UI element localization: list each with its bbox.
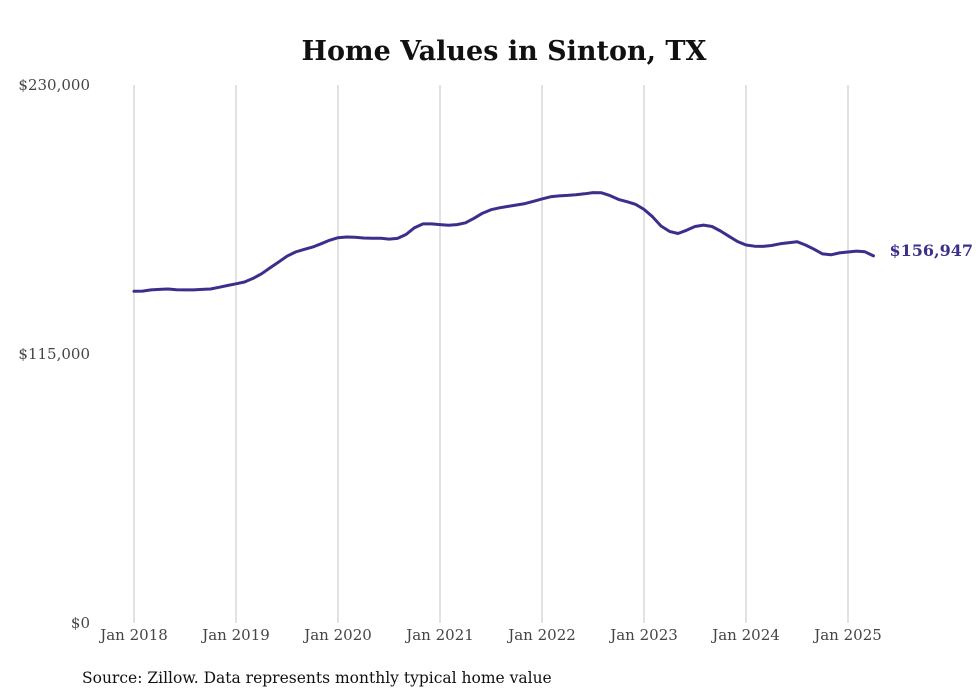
x-tick-label: Jan 2023 [608, 626, 678, 644]
y-tick-label: $115,000 [18, 345, 90, 363]
end-value-label: $156,947 [890, 241, 974, 260]
y-axis-tick-labels: $0 $115,000 $230,000 [18, 76, 90, 632]
x-axis-tick-labels: Jan 2018 Jan 2019 Jan 2020 Jan 2021 Jan 2022… [98, 626, 882, 644]
x-tick-label: Jan 2025 [812, 626, 882, 644]
x-tick-label: Jan 2018 [98, 626, 168, 644]
y-tick-label: $230,000 [18, 76, 90, 94]
source-note: Source: Zillow. Data represents monthly … [82, 669, 552, 687]
gridlines [133, 85, 849, 623]
x-tick-label: Jan 2020 [302, 626, 372, 644]
x-tick-label: Jan 2019 [200, 626, 270, 644]
x-tick-label: Jan 2022 [506, 626, 576, 644]
chart-title: Home Values in Sinton, TX [302, 36, 707, 67]
series-line [132, 191, 875, 293]
y-tick-label: $0 [71, 614, 90, 632]
x-tick-label: Jan 2024 [710, 626, 780, 644]
x-tick-label: Jan 2021 [404, 626, 474, 644]
